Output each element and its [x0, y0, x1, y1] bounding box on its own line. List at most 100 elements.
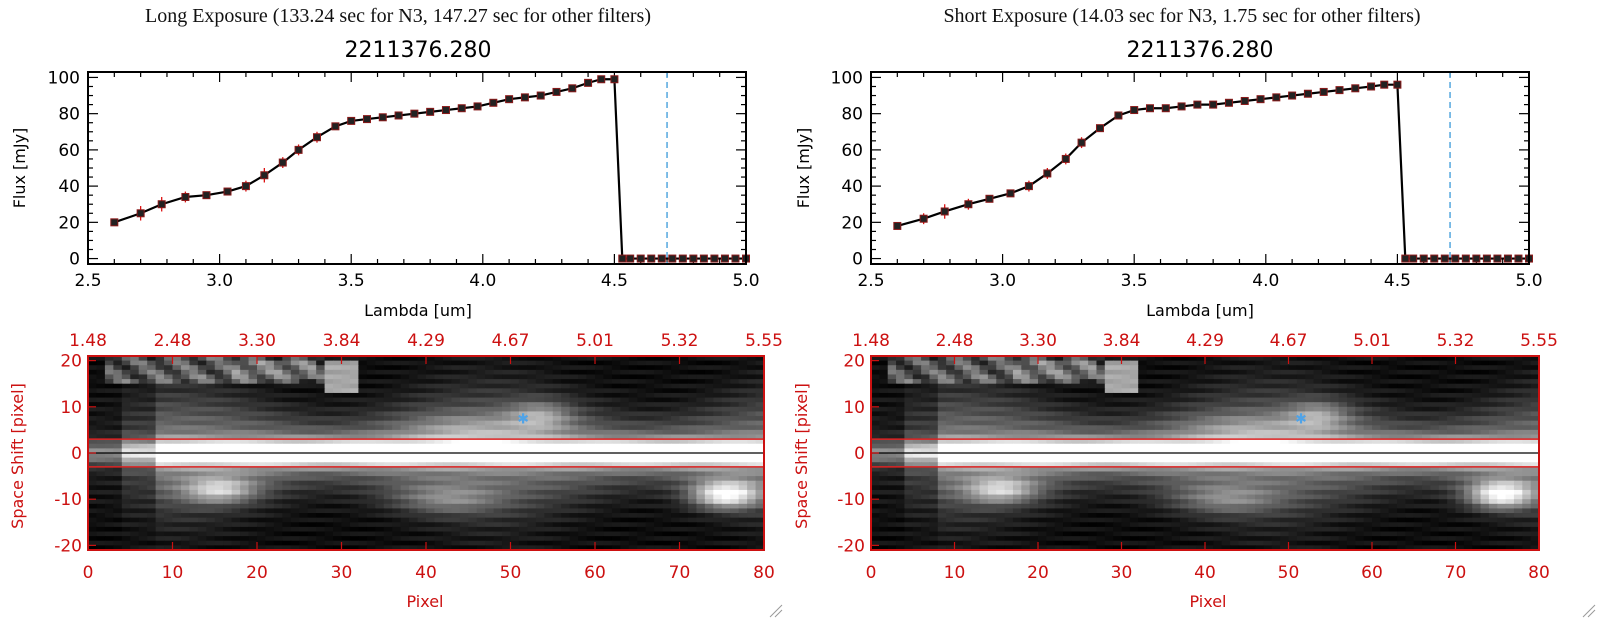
image-pixel — [121, 540, 131, 546]
image-pixel — [671, 365, 681, 371]
image-pixel — [358, 439, 368, 445]
image-pixel — [887, 420, 897, 426]
image-pixel — [459, 480, 469, 486]
image-pixel — [502, 439, 512, 445]
image-pixel — [375, 448, 385, 454]
image-pixel — [155, 434, 165, 440]
image-pixel — [468, 489, 478, 496]
image-pixel — [409, 406, 419, 413]
image-pixel — [747, 397, 757, 403]
image-pixel — [257, 383, 267, 389]
image-pixel — [896, 425, 905, 431]
image-pixel — [552, 374, 562, 380]
image-pixel — [637, 379, 647, 385]
image-pixel — [1296, 379, 1306, 385]
image-pixel — [113, 540, 123, 546]
image-pixel — [206, 499, 216, 505]
image-pixel — [662, 402, 672, 408]
image-pixel — [316, 439, 326, 445]
image-pixel — [375, 526, 385, 533]
image-pixel — [730, 536, 740, 542]
image-pixel — [417, 513, 427, 519]
image-pixel — [730, 383, 740, 389]
image-pixel — [206, 453, 216, 459]
image-pixel — [662, 443, 672, 449]
image-pixel — [595, 425, 605, 431]
image-pixel — [164, 356, 174, 362]
image-pixel — [586, 369, 596, 376]
image-pixel — [1397, 388, 1406, 394]
image-pixel — [578, 402, 588, 408]
image-pixel — [476, 517, 486, 523]
image-pixel — [1054, 392, 1064, 399]
image-pixel — [197, 360, 207, 366]
image-pixel — [628, 411, 638, 417]
image-pixel — [375, 365, 385, 371]
image-pixel — [738, 540, 748, 546]
image-pixel — [696, 517, 706, 523]
image-pixel — [502, 429, 512, 436]
image-pixel — [578, 476, 588, 482]
image-pixel — [442, 365, 452, 371]
image-pixel — [721, 388, 731, 394]
image-pixel — [358, 420, 368, 426]
image-pixel — [341, 397, 351, 403]
image-pixel — [400, 531, 410, 537]
image-pixel — [603, 443, 613, 449]
image-pixel — [96, 462, 106, 468]
image-pixel — [375, 379, 385, 385]
image-pixel — [569, 416, 579, 422]
image-pixel — [628, 536, 638, 542]
image-pixel — [130, 508, 140, 514]
image-pixel — [180, 494, 190, 500]
image-pixel — [645, 402, 655, 408]
image-pixel — [1438, 402, 1448, 408]
image-pixel — [1288, 406, 1298, 413]
image-pixel — [1113, 374, 1123, 380]
image-pixel — [341, 531, 351, 537]
image-pixel — [510, 402, 520, 408]
image-pixel — [451, 406, 461, 413]
image-pixel — [180, 356, 190, 362]
image-pixel — [518, 429, 528, 436]
x-tick-label: 80 — [753, 563, 775, 583]
image-pixel — [569, 526, 579, 533]
image-pixel — [417, 416, 427, 422]
image-pixel — [282, 416, 292, 422]
image-pixel — [620, 462, 630, 468]
image-pixel — [628, 545, 638, 551]
image-pixel — [1346, 356, 1356, 362]
image-pixel — [113, 369, 123, 376]
image-pixel — [962, 388, 972, 394]
image-pixel — [113, 545, 123, 551]
image-pixel — [569, 374, 579, 380]
image-pixel — [1263, 392, 1273, 399]
image-pixel — [248, 416, 258, 422]
image-pixel — [595, 494, 605, 500]
image-pixel — [738, 489, 748, 496]
image-pixel — [426, 360, 436, 366]
image-pixel — [434, 388, 444, 394]
image-pixel — [214, 453, 224, 459]
image-pixel — [164, 485, 174, 491]
image-pixel — [979, 392, 989, 399]
image-pixel — [1288, 392, 1298, 399]
image-pixel — [417, 360, 427, 366]
image-pixel — [747, 476, 757, 482]
image-pixel — [1296, 369, 1306, 376]
image-pixel — [611, 536, 621, 542]
image-pixel — [603, 531, 613, 537]
image-pixel — [349, 356, 359, 362]
image-pixel — [1363, 388, 1373, 394]
image-pixel — [138, 416, 148, 422]
image-pixel — [197, 379, 207, 385]
image-pixel — [349, 453, 359, 459]
image-pixel — [104, 526, 114, 533]
data-point — [1193, 100, 1202, 109]
data-point — [278, 158, 287, 167]
image-pixel — [578, 420, 588, 426]
image-pixel — [104, 369, 114, 376]
image-pixel — [679, 429, 689, 436]
image-pixel — [468, 536, 478, 542]
image-pixel — [687, 383, 697, 389]
